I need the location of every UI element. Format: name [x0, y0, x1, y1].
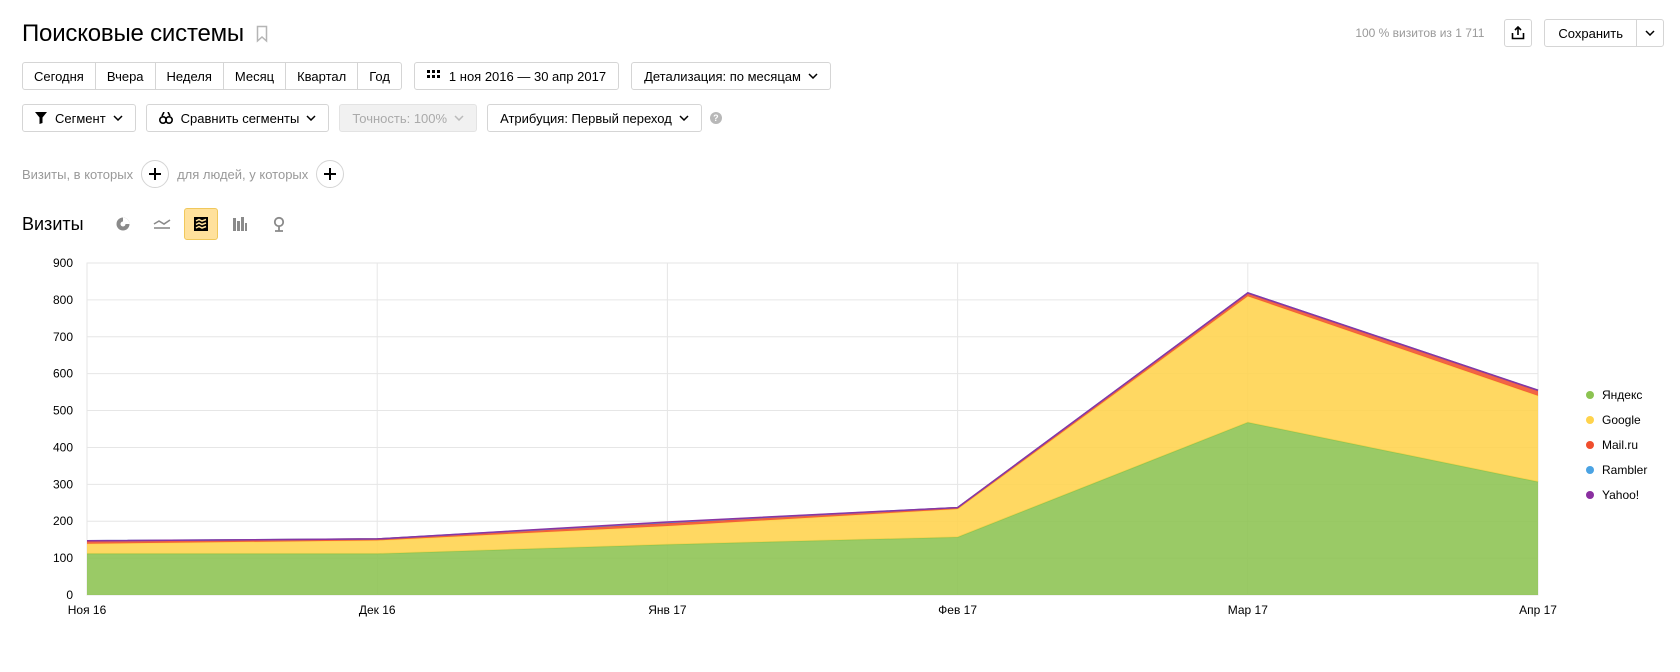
- y-tick-label: 0: [66, 588, 73, 602]
- legend-dot-icon: [1586, 465, 1594, 474]
- chart-legend: Яндекс Google Mail.ru Rambler Yahoo!: [1586, 382, 1647, 507]
- chevron-down-icon: [1645, 30, 1655, 36]
- x-tick-label: Мар 17: [1228, 603, 1268, 617]
- compare-segments-button[interactable]: Сравнить сегменты: [145, 104, 330, 132]
- view-area-button[interactable]: [183, 208, 218, 240]
- map-pin-icon: [273, 216, 284, 232]
- legend-label: Rambler: [1602, 462, 1648, 477]
- period-year[interactable]: Год: [369, 68, 390, 84]
- legend-label: Yahoo!: [1602, 487, 1640, 502]
- y-tick-label: 800: [53, 293, 73, 307]
- segment-label: Сегмент: [55, 110, 106, 126]
- legend-label: Google: [1602, 412, 1641, 427]
- page-header: Поисковые системы: [22, 18, 268, 50]
- chevron-down-icon: [808, 73, 818, 79]
- export-icon: [1512, 26, 1525, 40]
- period-yesterday[interactable]: Вчера: [96, 63, 156, 89]
- view-pie-button[interactable]: [106, 208, 140, 240]
- legend-label: Mail.ru: [1602, 437, 1639, 452]
- visits-info: 100 % визитов из 1 711: [1355, 26, 1485, 40]
- y-tick-label: 700: [53, 330, 73, 344]
- x-tick-label: Апр 17: [1519, 603, 1557, 617]
- bookmark-icon[interactable]: [256, 25, 268, 43]
- line-chart-icon: [153, 219, 171, 229]
- save-button-group: Сохранить: [1544, 19, 1664, 47]
- chevron-down-icon: [306, 115, 316, 121]
- segment-button[interactable]: Сегмент: [22, 104, 136, 132]
- detail-dropdown[interactable]: Детализация: по месяцам: [631, 62, 831, 90]
- compare-icon: [158, 112, 173, 124]
- accuracy-label: Точность: 100%: [352, 110, 448, 126]
- chart-section-title: Визиты: [22, 213, 84, 234]
- filter-icon: [35, 112, 47, 124]
- series-line-yahoo: [86, 292, 1539, 542]
- pie-chart-icon: [116, 217, 130, 231]
- calendar-icon: [426, 70, 440, 78]
- x-tick-label: Дек 16: [359, 603, 396, 617]
- date-range-button[interactable]: 1 ноя 2016 — 30 апр 2017: [413, 62, 620, 90]
- chart-header: Визиты: [22, 208, 301, 240]
- legend-dot-icon: [1586, 490, 1594, 499]
- compare-label: Сравнить сегменты: [180, 110, 300, 126]
- y-tick-label: 900: [53, 256, 73, 270]
- legend-item[interactable]: Rambler: [1586, 457, 1647, 482]
- add-people-condition-button[interactable]: [316, 160, 345, 188]
- legend-item[interactable]: Google: [1586, 407, 1647, 432]
- conditions-row: Визиты, в которых для людей, у которых: [22, 160, 352, 188]
- period-toolbar: Сегодня Вчера Неделя Месяц Квартал Год 1…: [22, 62, 831, 90]
- period-week[interactable]: Неделя: [156, 63, 224, 89]
- visits-condition-label: Визиты, в которых: [22, 166, 134, 182]
- date-range-label: 1 ноя 2016 — 30 апр 2017: [448, 68, 607, 84]
- header-actions: 100 % визитов из 1 711 Сохранить: [1355, 19, 1664, 47]
- plus-icon: [149, 168, 162, 180]
- y-tick-label: 200: [53, 514, 73, 528]
- period-month[interactable]: Месяц: [224, 63, 287, 89]
- help-icon[interactable]: ?: [709, 112, 722, 124]
- legend-dot-icon: [1586, 440, 1594, 449]
- chevron-down-icon: [679, 115, 689, 121]
- period-selector: Сегодня Вчера Неделя Месяц Квартал Год: [22, 62, 402, 90]
- legend-item[interactable]: Mail.ru: [1586, 432, 1647, 457]
- y-tick-label: 600: [53, 367, 73, 381]
- chevron-down-icon: [113, 115, 123, 121]
- y-tick-label: 300: [53, 477, 73, 491]
- legend-label: Яндекс: [1602, 387, 1643, 402]
- x-tick-label: Янв 17: [648, 603, 687, 617]
- legend-dot-icon: [1586, 415, 1594, 424]
- people-condition-label: для людей, у которых: [177, 166, 309, 182]
- view-map-button[interactable]: [262, 208, 296, 240]
- column-chart-icon: [232, 217, 247, 231]
- attribution-dropdown[interactable]: Атрибуция: Первый переход: [487, 104, 702, 132]
- view-column-button[interactable]: [223, 208, 257, 240]
- accuracy-dropdown: Точность: 100%: [339, 104, 478, 132]
- export-button[interactable]: [1504, 19, 1533, 47]
- attribution-label: Атрибуция: Первый переход: [500, 110, 672, 126]
- filter-toolbar: Сегмент Сравнить сегменты Точность: 100%…: [22, 104, 722, 132]
- plus-icon: [324, 168, 337, 180]
- period-quarter[interactable]: Квартал: [286, 63, 359, 89]
- area-chart: 0 100 200 300 400 500 600 700 800 900 Ноя 16 Дек 16…: [53, 256, 1557, 617]
- legend-item[interactable]: Yahoo!: [1586, 482, 1647, 507]
- legend-item[interactable]: Яндекс: [1586, 382, 1647, 407]
- area-chart-icon: [193, 217, 208, 231]
- visits-chart: 0 100 200 300 400 500 600 700 800 900 Ноя 16 Дек 16…: [0, 250, 1680, 630]
- page-title: Поисковые системы: [22, 20, 244, 47]
- x-tick-label: Ноя 16: [68, 603, 107, 617]
- add-visit-condition-button[interactable]: [141, 160, 170, 188]
- period-today[interactable]: Сегодня: [23, 63, 96, 89]
- chevron-down-icon: [454, 115, 464, 121]
- y-tick-label: 100: [53, 551, 73, 565]
- y-tick-label: 400: [53, 440, 73, 454]
- series-area-google: [87, 296, 1538, 554]
- save-button[interactable]: Сохранить: [1558, 25, 1623, 41]
- y-tick-label: 500: [53, 404, 73, 418]
- legend-dot-icon: [1586, 390, 1594, 399]
- save-dropdown-button[interactable]: [1636, 20, 1663, 46]
- view-line-button[interactable]: [145, 208, 179, 240]
- x-tick-label: Фев 17: [938, 603, 977, 617]
- detail-label: Детализация: по месяцам: [644, 68, 801, 84]
